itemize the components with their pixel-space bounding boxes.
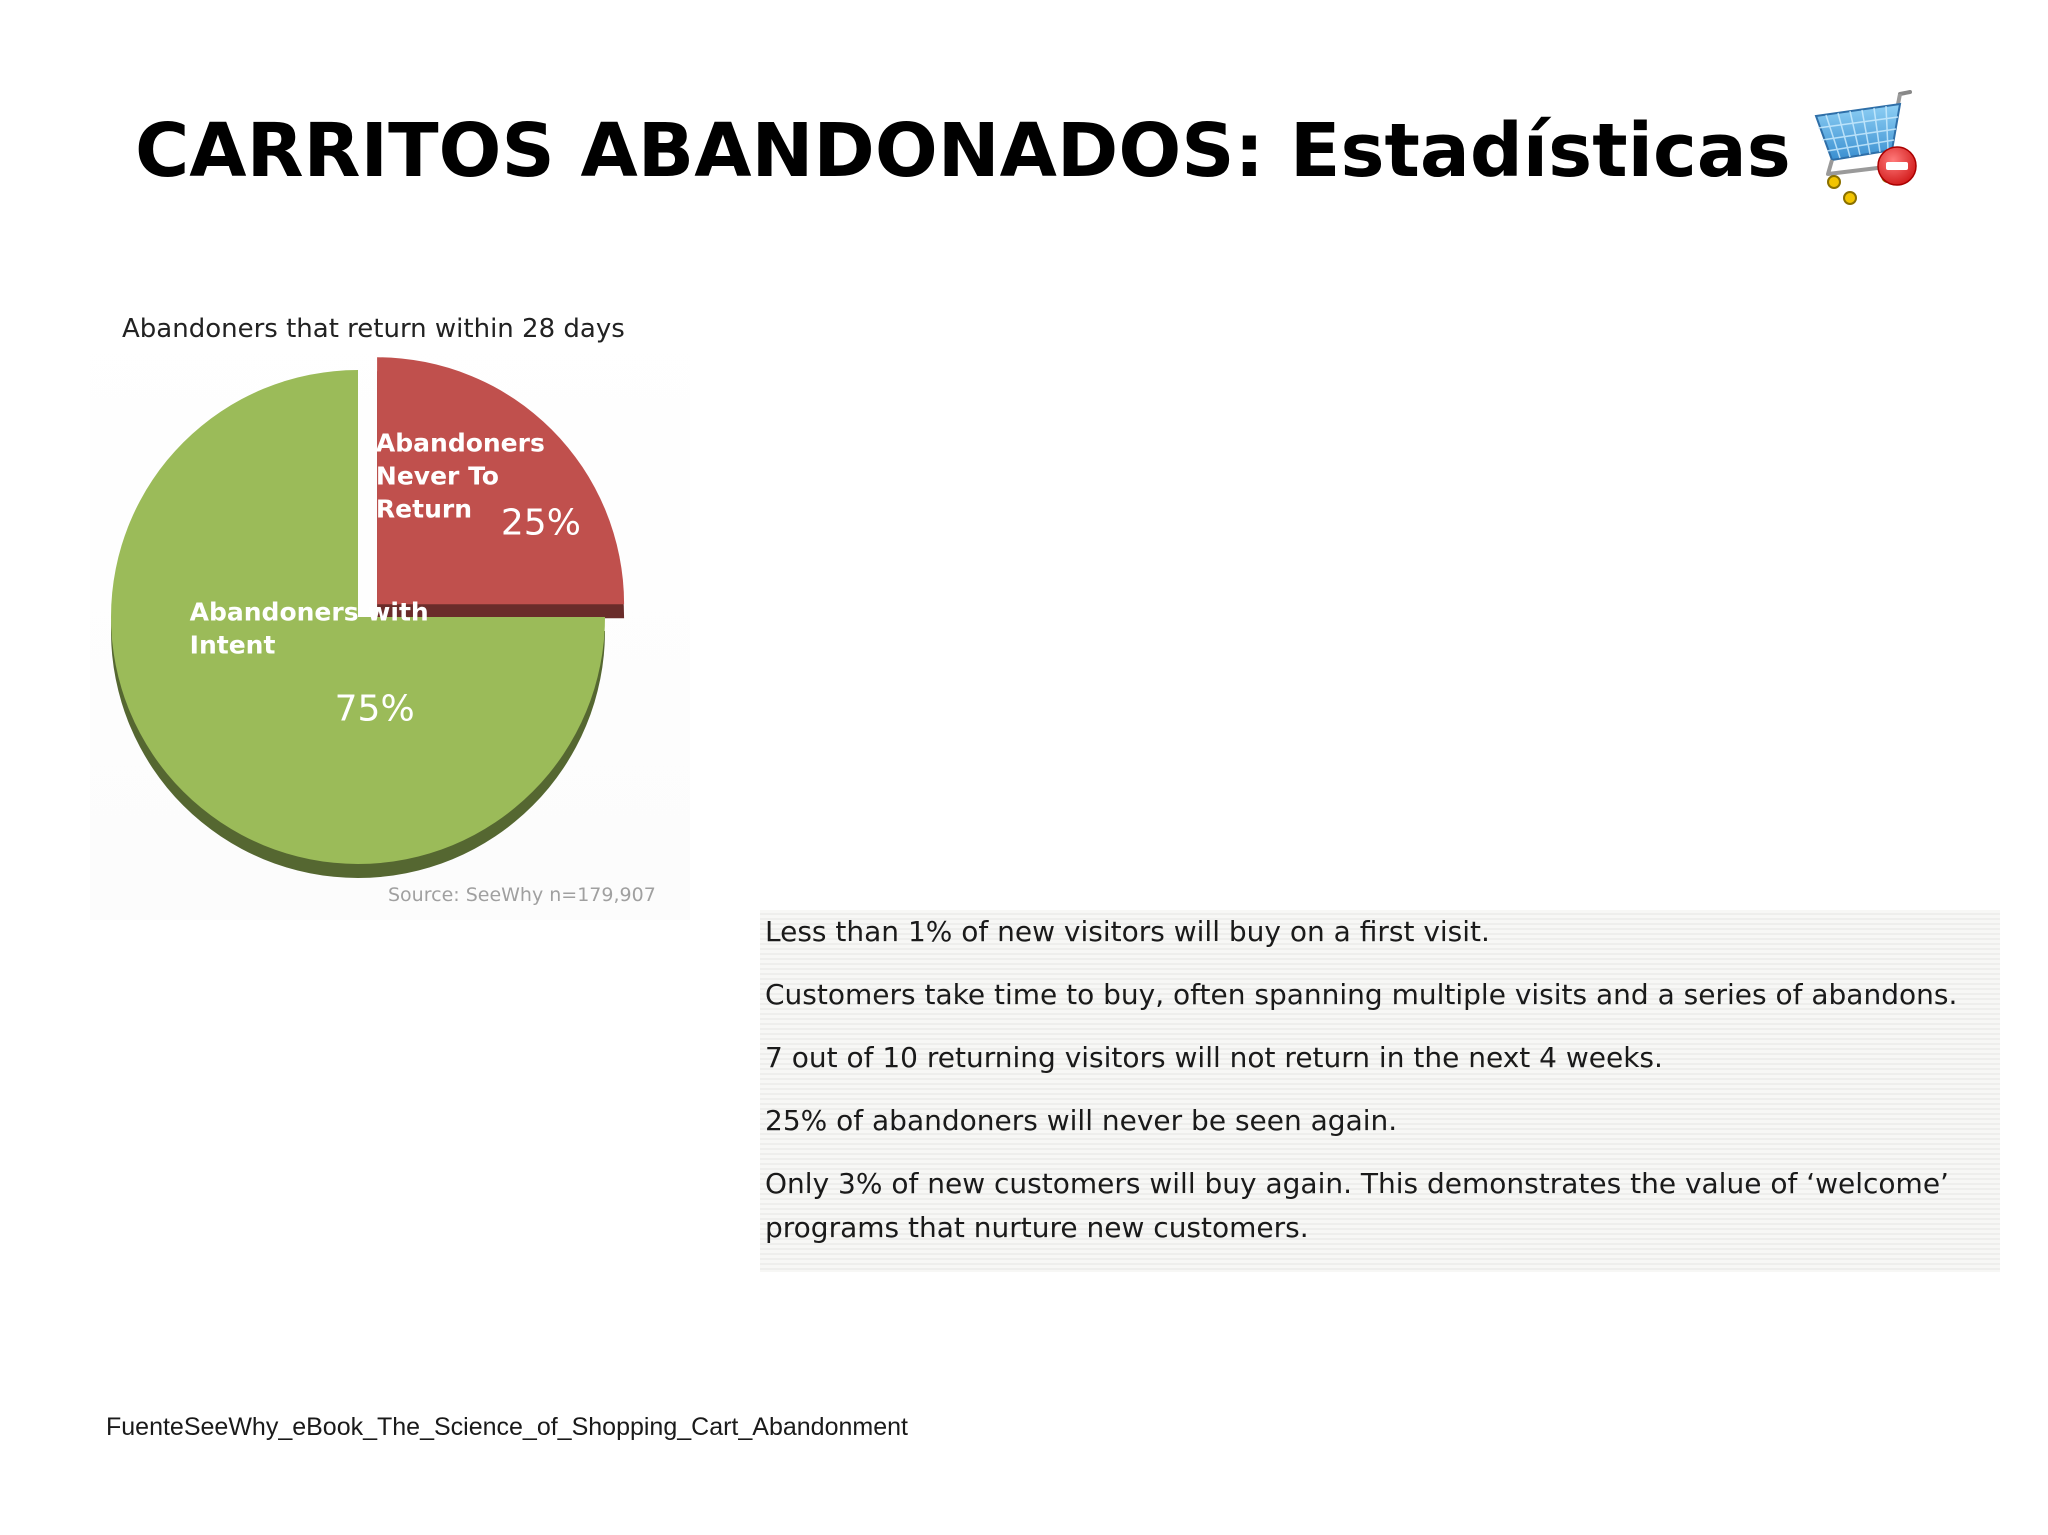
stats-list: Less than 1% of new visitors will buy on… (765, 910, 1995, 1269)
stat-item: 25% of abandoners will never be seen aga… (765, 1104, 1398, 1137)
pie-slice-label: Abandoners with (190, 597, 429, 626)
slide-title: CARRITOS ABANDONADOS: Estadísticas (135, 108, 1791, 194)
stat-item: Customers take time to buy, often spanni… (765, 978, 1958, 1011)
shopping-cart-remove-icon (1814, 90, 1917, 205)
pie-value-label: 25% (501, 502, 581, 543)
pie-chart: Abandoners Never To Return 25% Abandoners wi… (111, 357, 625, 878)
pie-slice-label: Intent (190, 630, 276, 659)
stat-item: 7 out of 10 returning visitors will not … (765, 1041, 1663, 1074)
stat-item: Only 3% of new customers will buy again.… (765, 1167, 1949, 1244)
pie-slice-label: Return (376, 494, 472, 523)
pie-slice-label: Never To (376, 461, 499, 490)
pie-value-label: 75% (335, 688, 415, 729)
stat-item: Less than 1% of new visitors will buy on… (765, 915, 1490, 948)
stats-panel (760, 910, 2000, 1272)
pie-slice-never-return (377, 357, 625, 605)
footer-source: FuenteSeeWhy_eBook_The_Science_of_Shoppi… (106, 1413, 908, 1441)
chart-source: Source: SeeWhy n=179,907 (388, 884, 656, 906)
pie-slice-intent (111, 370, 605, 864)
pie-slice-label: Abandoners (376, 428, 545, 457)
chart-title: Abandoners that return within 28 days (122, 314, 625, 344)
